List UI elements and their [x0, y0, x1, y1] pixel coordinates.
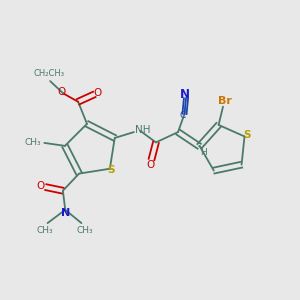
Text: O: O — [57, 87, 65, 97]
Text: N: N — [179, 88, 190, 100]
Text: O: O — [36, 181, 45, 191]
Text: CH₃: CH₃ — [76, 226, 93, 235]
Text: NH: NH — [135, 125, 151, 135]
Text: CH₃: CH₃ — [24, 138, 41, 147]
Text: H: H — [200, 148, 207, 157]
Text: S: S — [108, 165, 115, 175]
Text: O: O — [93, 88, 101, 98]
Text: C: C — [179, 111, 186, 120]
Text: CH₃: CH₃ — [36, 226, 53, 235]
Text: S: S — [244, 130, 251, 140]
Text: O: O — [146, 160, 154, 170]
Text: CH₂CH₃: CH₂CH₃ — [33, 69, 64, 78]
Text: N: N — [61, 208, 70, 218]
Text: Br: Br — [218, 96, 231, 106]
